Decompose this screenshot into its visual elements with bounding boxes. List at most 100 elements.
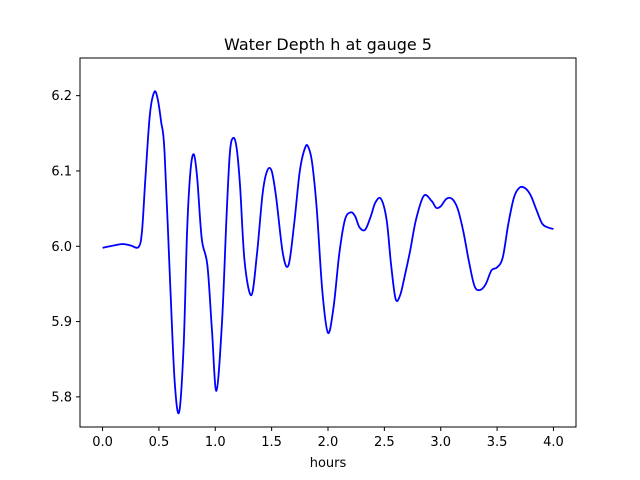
data-point — [501, 256, 504, 259]
data-point — [287, 264, 290, 267]
data-point — [390, 264, 393, 267]
data-point — [148, 113, 151, 116]
x-tick-label: 0.0 — [92, 435, 113, 450]
data-point — [112, 244, 115, 247]
data-point — [529, 194, 532, 197]
x-tick-label: 3.0 — [430, 435, 451, 450]
data-point — [546, 226, 549, 229]
data-point — [160, 121, 163, 124]
chart-title: Water Depth h at gauge 5 — [224, 35, 432, 54]
data-point — [304, 145, 307, 148]
data-point — [228, 151, 231, 154]
x-tick-label: 0.5 — [149, 435, 170, 450]
y-axis-ticks: 5.8 5.9 6.0 6.1 6.2 — [51, 89, 80, 405]
data-point — [163, 151, 166, 154]
y-tick-label: 6.0 — [51, 240, 72, 255]
data-point — [484, 282, 487, 285]
data-point — [338, 252, 341, 255]
data-point — [349, 211, 352, 214]
data-point — [445, 197, 448, 200]
data-point — [101, 246, 104, 249]
data-point — [321, 290, 324, 293]
data-point — [332, 305, 335, 308]
data-point — [121, 243, 124, 246]
data-point — [182, 343, 185, 346]
data-point — [354, 215, 357, 218]
plot-frame — [79, 57, 577, 428]
data-point — [518, 186, 521, 189]
data-point — [178, 410, 181, 413]
plot-area — [80, 58, 576, 427]
series-line-0 — [102, 90, 554, 415]
data-point — [137, 246, 140, 249]
data-point — [243, 260, 246, 263]
data-point — [221, 320, 224, 323]
data-point — [409, 249, 412, 252]
series-layer — [101, 90, 555, 415]
data-point — [275, 196, 278, 199]
data-point — [153, 90, 156, 93]
x-tick-label: 2.5 — [374, 435, 395, 450]
data-point — [479, 288, 482, 291]
data-point — [270, 169, 273, 172]
data-point — [144, 177, 147, 180]
data-point — [358, 226, 361, 229]
data-point — [315, 207, 318, 210]
x-tick-label: 1.0 — [205, 435, 226, 450]
data-point — [293, 222, 296, 225]
x-tick-label: 3.5 — [487, 435, 508, 450]
data-point — [379, 197, 382, 200]
data-point — [467, 260, 470, 263]
data-point — [394, 297, 397, 300]
data-point — [456, 207, 459, 210]
data-point — [311, 162, 314, 165]
data-point — [343, 218, 346, 221]
data-point — [385, 218, 388, 221]
data-point — [196, 177, 199, 180]
data-point — [462, 230, 465, 233]
data-point — [141, 230, 144, 233]
data-point — [169, 282, 172, 285]
data-point — [200, 237, 203, 240]
x-tick-label: 4.0 — [543, 435, 564, 450]
data-point — [513, 196, 516, 199]
data-point — [327, 331, 330, 334]
y-tick-label: 5.8 — [51, 390, 72, 405]
data-point — [235, 147, 238, 150]
data-point — [399, 294, 402, 297]
data-point — [535, 209, 538, 212]
data-point — [215, 389, 218, 392]
data-point — [173, 380, 176, 383]
data-point — [307, 147, 310, 150]
data-point — [490, 269, 493, 272]
x-tick-label: 2.0 — [318, 435, 339, 450]
data-point — [374, 201, 377, 204]
data-point — [430, 200, 433, 203]
data-point — [206, 264, 209, 267]
data-point — [156, 98, 159, 101]
y-tick-label: 6.1 — [51, 164, 72, 179]
data-point — [298, 169, 301, 172]
data-point — [507, 222, 510, 225]
y-tick-label: 5.9 — [51, 315, 72, 330]
data-point — [239, 185, 242, 188]
data-point — [364, 228, 367, 231]
data-point — [232, 136, 235, 139]
data-point — [524, 187, 527, 190]
data-point — [225, 215, 228, 218]
data-point — [369, 215, 372, 218]
data-point — [422, 194, 425, 197]
data-point — [541, 222, 544, 225]
x-tick-label: 1.5 — [261, 435, 282, 450]
data-point — [552, 227, 555, 230]
data-point — [266, 169, 269, 172]
x-axis-label: hours — [310, 456, 347, 471]
data-point — [189, 169, 192, 172]
data-point — [451, 197, 454, 200]
data-point — [439, 205, 442, 208]
data-point — [281, 252, 284, 255]
data-point — [261, 192, 264, 195]
data-point — [414, 218, 417, 221]
data-point — [192, 153, 195, 156]
